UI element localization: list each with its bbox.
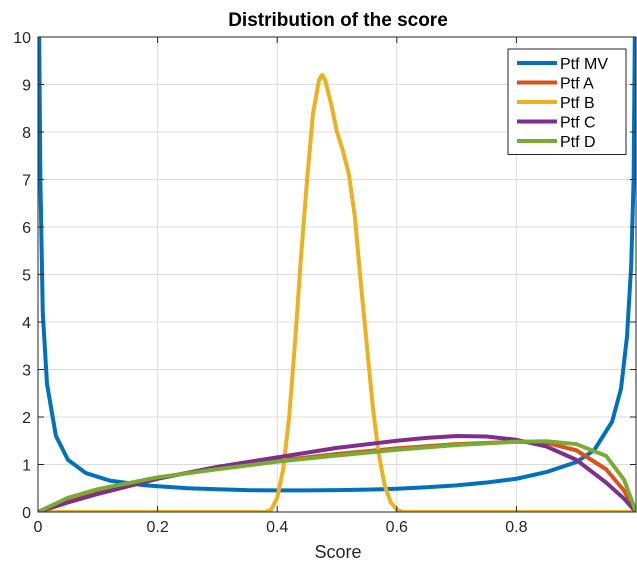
y-tick-label: 9 — [22, 78, 31, 95]
series-line-ptf-c — [38, 434, 636, 512]
y-tick-label: 0 — [22, 505, 31, 522]
legend-label: Ptf MV — [560, 56, 608, 73]
series-lines — [38, 37, 636, 512]
x-tick-label: 0 — [34, 519, 43, 536]
grid-lines — [38, 37, 636, 512]
legend: Ptf MV Ptf A Ptf B Ptf C Ptf D — [507, 48, 627, 155]
series-line-ptf-d — [38, 439, 636, 512]
x-tick-label: 0.4 — [266, 519, 288, 536]
chart-title: Distribution of the score — [228, 10, 448, 31]
y-tick-label: 5 — [22, 268, 31, 285]
y-tick-label: 3 — [22, 363, 31, 380]
y-tick-label: 4 — [22, 315, 31, 332]
legend-label: Ptf D — [560, 134, 596, 151]
x-tick-label: 0.2 — [146, 519, 168, 536]
legend-label: Ptf C — [560, 115, 596, 132]
series-line-ptf-mv — [38, 37, 636, 493]
axis-ticks: 0 0.2 0.4 0.6 0.8 0 1 2 3 4 5 6 7 8 9 10 — [13, 30, 636, 536]
x-tick-label: 0.6 — [386, 519, 408, 536]
series-line-ptf-b — [38, 73, 636, 512]
y-tick-label: 8 — [22, 125, 31, 142]
y-tick-label: 7 — [22, 173, 31, 190]
legend-label: Ptf B — [560, 95, 595, 112]
x-tick-label: 0.8 — [505, 519, 527, 536]
y-tick-label: 1 — [22, 458, 31, 475]
legend-label: Ptf A — [560, 76, 594, 93]
y-tick-label: 2 — [22, 410, 31, 427]
x-axis-title: Score — [314, 542, 361, 562]
y-tick-label: 10 — [13, 30, 31, 47]
y-tick-label: 6 — [22, 220, 31, 237]
